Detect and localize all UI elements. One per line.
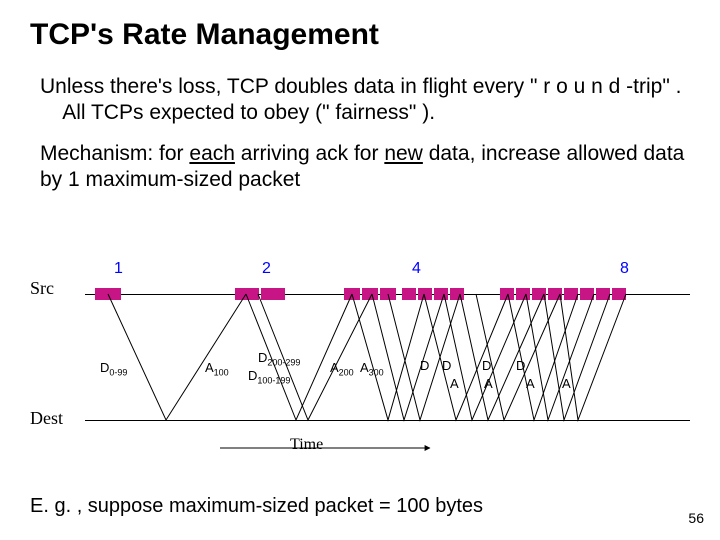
trajectory-line xyxy=(508,294,578,420)
trajectory-line xyxy=(560,294,626,420)
page-title: TCP's Rate Management xyxy=(30,18,690,52)
trajectory-line xyxy=(526,294,594,420)
trajectory-line xyxy=(108,294,246,420)
trajectory-line xyxy=(258,294,372,420)
footer-text: E. g. , suppose maximum-sized packet = 1… xyxy=(30,495,483,518)
trajectory-line xyxy=(424,294,508,420)
trajectory-line xyxy=(544,294,610,420)
tcp-diagram: Src Dest 1248 D0-99A100D200-299D100-199A… xyxy=(30,268,690,468)
intro-paragraph: Unless there's loss, TCP doubles data in… xyxy=(40,74,690,127)
intro-a: Unless there's loss, TCP doubles data in… xyxy=(40,75,681,98)
trajectory-line xyxy=(460,294,544,420)
page-number: 56 xyxy=(688,510,704,526)
time-label: Time xyxy=(290,436,323,454)
intro-b: All TCPs expected to obey (" fairness" )… xyxy=(62,101,435,124)
mech-prefix: Mechanism: for xyxy=(40,142,189,165)
trajectory-svg xyxy=(30,268,690,468)
mechanism-text: Mechanism: for each arriving ack for new… xyxy=(40,141,690,194)
mech-mid: arriving ack for xyxy=(235,142,384,165)
trajectory-line xyxy=(444,294,526,420)
trajectory-line xyxy=(246,294,352,420)
mech-each: each xyxy=(189,142,235,165)
mech-new: new xyxy=(384,142,423,165)
